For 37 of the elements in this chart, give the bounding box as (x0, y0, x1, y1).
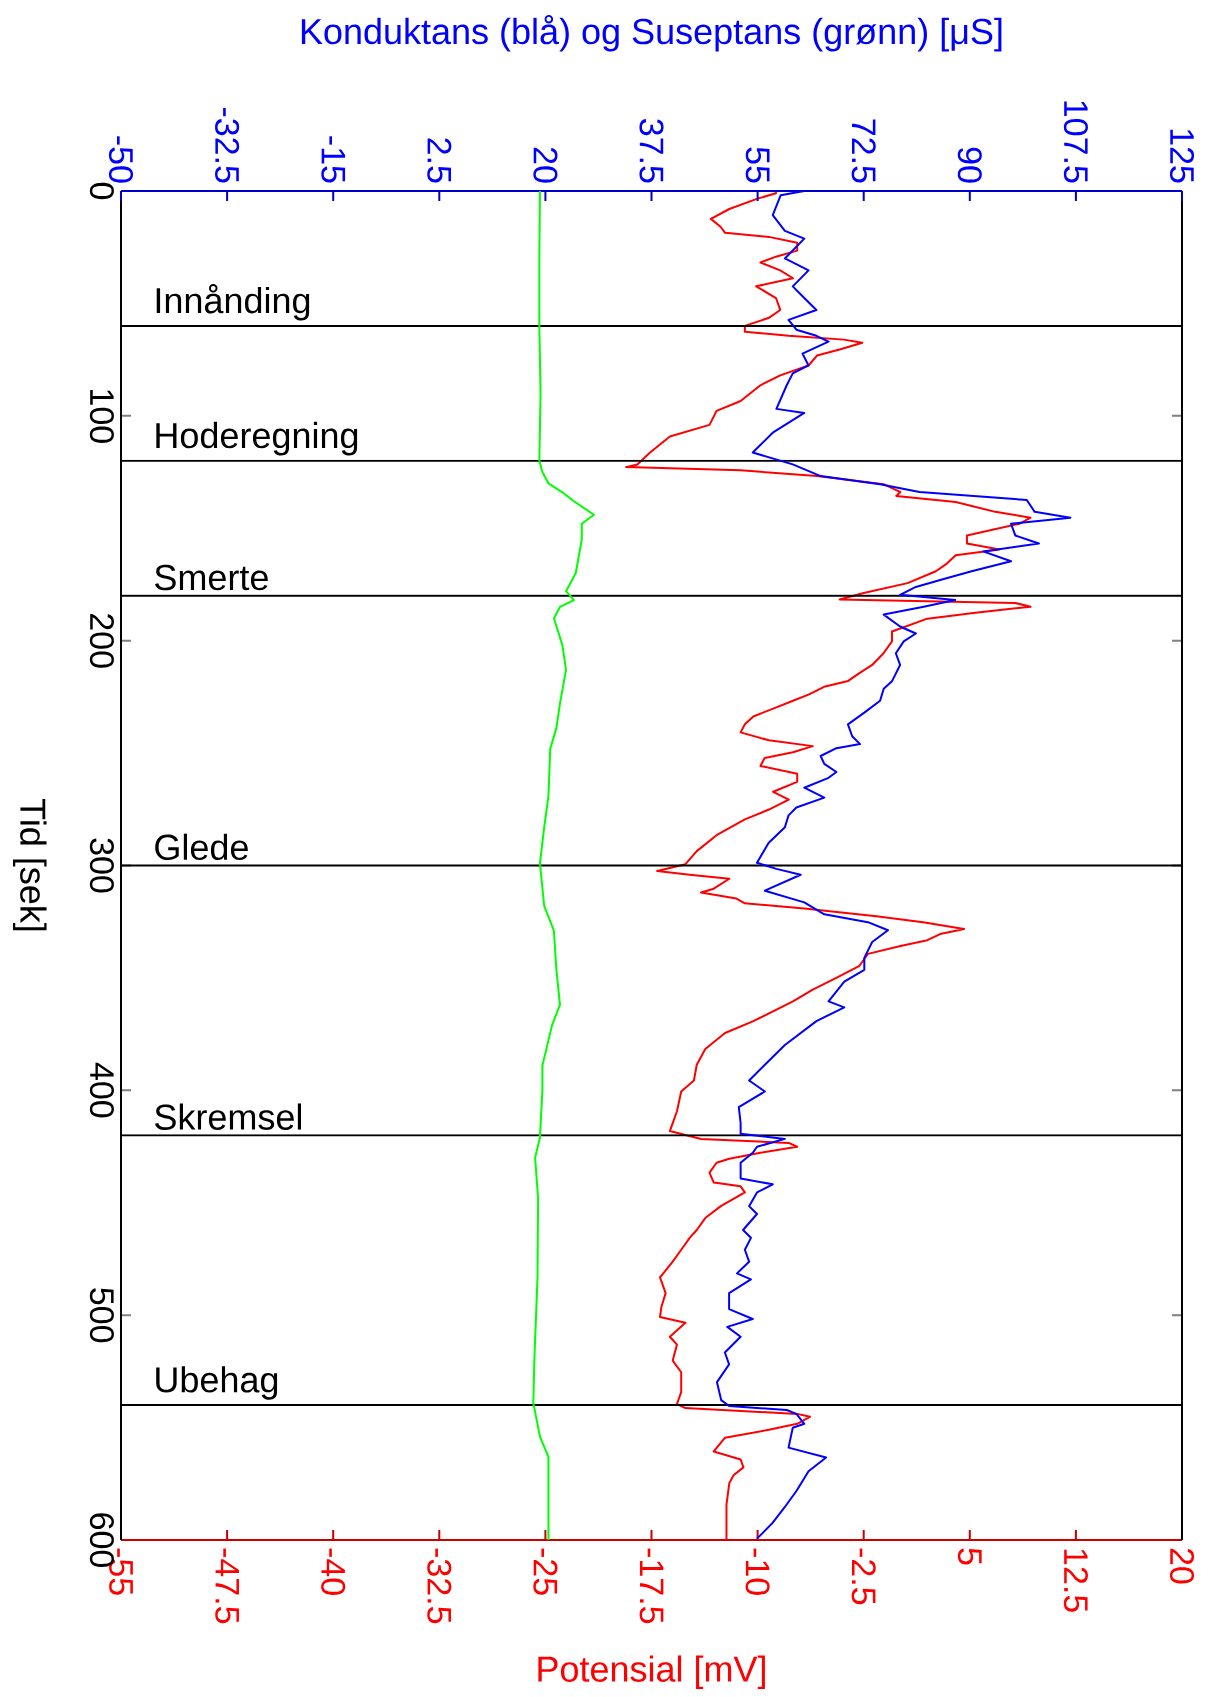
x-tick-label: -25 (533, 1548, 558, 1595)
x-tick-label: -47.5 (215, 1548, 239, 1624)
x2-tick-label: -50 (108, 136, 134, 183)
x-tick-label: -40 (321, 1548, 346, 1595)
x2-tick-label: -32.5 (215, 107, 240, 183)
x-tick-label: -17.5 (639, 1548, 664, 1624)
x-tick-label: -32.5 (427, 1548, 452, 1624)
x-axis-title: Potensial [mV] (538, 1655, 765, 1689)
y-tick-label: 200 (89, 614, 114, 668)
ref-line-label: Smerte (155, 564, 268, 591)
y-tick-label: 300 (89, 838, 114, 893)
ref-line-label: Glede (155, 833, 248, 861)
ref-line-label: Innånding (156, 284, 310, 321)
x-tick-label: 20 (1169, 1548, 1195, 1584)
ref-line-label: Skremsel (155, 1103, 301, 1130)
y-axis-title: Tid [sek] (12, 798, 47, 931)
line-series (625, 191, 1032, 1541)
x2-tick-label: 2.5 (427, 138, 452, 183)
x2-tick-label: 37.5 (639, 119, 664, 183)
x-tick-label: -2.5 (851, 1548, 876, 1605)
y-tick-label: 0 (89, 182, 114, 200)
y-tick-label: 100 (89, 390, 114, 443)
x2-tick-label: 107.5 (1063, 101, 1088, 183)
ref-line-label: Hoderegning (156, 421, 358, 456)
y-tick-label: 500 (89, 1288, 114, 1343)
x-tick-label: -10 (745, 1548, 770, 1595)
x-tick-label: 12.5 (1063, 1549, 1088, 1612)
x2-tick-label: 55 (745, 147, 770, 183)
y-tick-label: 400 (89, 1062, 114, 1118)
ref-line-label: Ubehag (156, 1366, 278, 1400)
x2-tick-label: 90 (957, 147, 982, 183)
x2-tick-label: -15 (321, 136, 346, 183)
x2-axis-title: Konduktans (blå) og Suseptans (grønn) [μS] (301, 14, 1002, 52)
x2-tick-label: 125 (1169, 129, 1195, 183)
x2-tick-label: 72.5 (851, 119, 876, 183)
x2-tick-label: 20 (533, 147, 558, 183)
x-tick-label: 5 (957, 1548, 982, 1565)
